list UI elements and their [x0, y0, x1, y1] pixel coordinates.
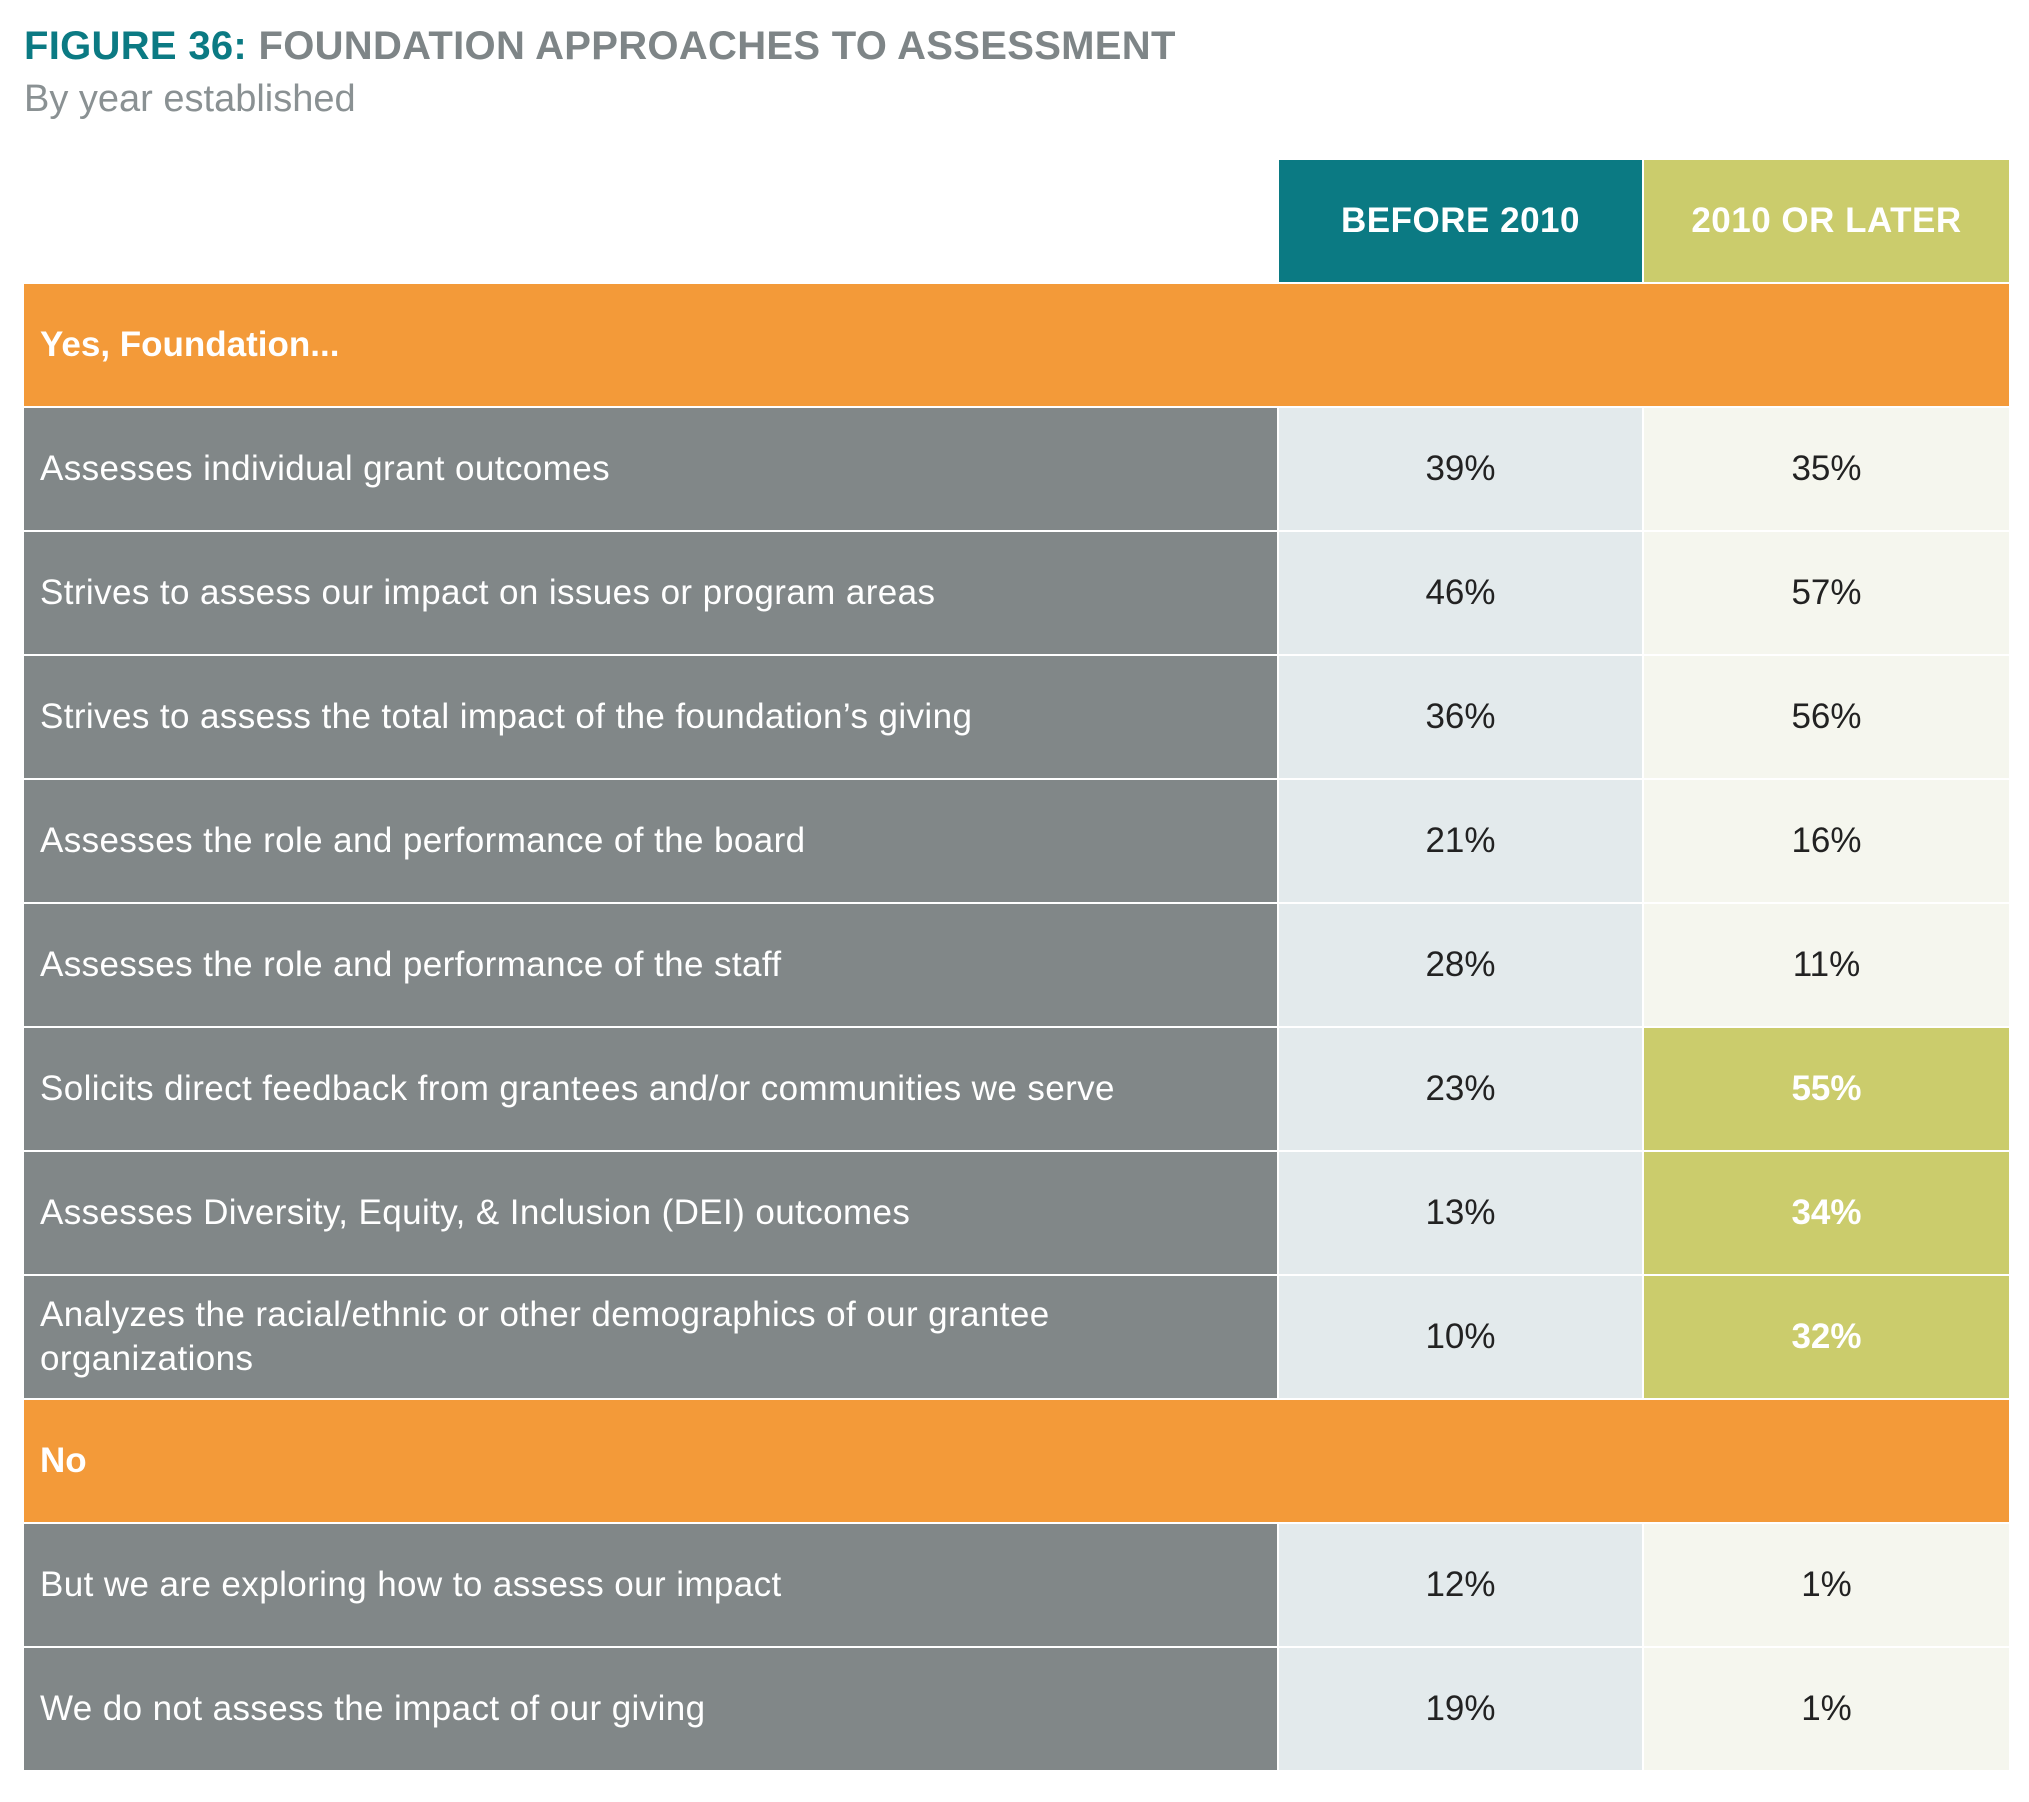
table-row: Strives to assess the total impact of th…	[24, 656, 2009, 780]
row-label: Assesses individual grant outcomes	[24, 408, 1279, 532]
value-before-2010: 13%	[1279, 1152, 1644, 1276]
value-2010-or-later: 32%	[1644, 1276, 2009, 1400]
row-label: Strives to assess the total impact of th…	[24, 656, 1279, 780]
row-label: Strives to assess our impact on issues o…	[24, 532, 1279, 656]
row-label: Assesses the role and performance of the…	[24, 780, 1279, 904]
value-before-2010: 21%	[1279, 780, 1644, 904]
value-2010-or-later: 56%	[1644, 656, 2009, 780]
table-row: We do not assess the impact of our givin…	[24, 1648, 2009, 1772]
row-label: Solicits direct feedback from grantees a…	[24, 1028, 1279, 1152]
value-2010-or-later: 35%	[1644, 408, 2009, 532]
value-before-2010: 23%	[1279, 1028, 1644, 1152]
figure-title: FIGURE 36: FOUNDATION APPROACHES TO ASSE…	[24, 24, 1176, 69]
table-row: But we are exploring how to assess our i…	[24, 1524, 2009, 1648]
assessment-table: BEFORE 2010 2010 OR LATER Yes, Foundatio…	[24, 160, 2009, 1772]
value-before-2010: 28%	[1279, 904, 1644, 1028]
value-2010-or-later: 1%	[1644, 1648, 2009, 1772]
row-label: Assesses the role and performance of the…	[24, 904, 1279, 1028]
figure-number: FIGURE 36:	[24, 24, 248, 68]
column-header-2010-or-later: 2010 OR LATER	[1644, 160, 2009, 284]
table-row: Solicits direct feedback from grantees a…	[24, 1028, 2009, 1152]
value-before-2010: 12%	[1279, 1524, 1644, 1648]
value-before-2010: 10%	[1279, 1276, 1644, 1400]
section-row: Yes, Foundation...	[24, 284, 2009, 408]
value-2010-or-later: 57%	[1644, 532, 2009, 656]
table-row: Assesses the role and performance of the…	[24, 780, 2009, 904]
table-row: Strives to assess our impact on issues o…	[24, 532, 2009, 656]
table-body: Yes, Foundation... Assesses individual gr…	[24, 284, 2009, 1772]
header-spacer	[24, 160, 1279, 284]
value-2010-or-later: 55%	[1644, 1028, 2009, 1152]
table-row: Assesses Diversity, Equity, & Inclusion …	[24, 1152, 2009, 1276]
row-label: Assesses Diversity, Equity, & Inclusion …	[24, 1152, 1279, 1276]
section-row: No	[24, 1400, 2009, 1524]
value-before-2010: 36%	[1279, 656, 1644, 780]
row-label: But we are exploring how to assess our i…	[24, 1524, 1279, 1648]
section-label: Yes, Foundation...	[24, 284, 2009, 408]
table-row: Assesses individual grant outcomes 39% 35%	[24, 408, 2009, 532]
section-label: No	[24, 1400, 2009, 1524]
row-label: We do not assess the impact of our givin…	[24, 1648, 1279, 1772]
value-2010-or-later: 16%	[1644, 780, 2009, 904]
table-header-row: BEFORE 2010 2010 OR LATER	[24, 160, 2009, 284]
figure-title-text: FOUNDATION APPROACHES TO ASSESSMENT	[258, 24, 1176, 68]
figure-subtitle: By year established	[24, 78, 356, 120]
value-before-2010: 39%	[1279, 408, 1644, 532]
value-2010-or-later: 34%	[1644, 1152, 2009, 1276]
row-label: Analyzes the racial/ethnic or other demo…	[24, 1276, 1279, 1400]
value-before-2010: 46%	[1279, 532, 1644, 656]
value-2010-or-later: 11%	[1644, 904, 2009, 1028]
value-before-2010: 19%	[1279, 1648, 1644, 1772]
table-row: Assesses the role and performance of the…	[24, 904, 2009, 1028]
column-header-before-2010: BEFORE 2010	[1279, 160, 1644, 284]
table-row: Analyzes the racial/ethnic or other demo…	[24, 1276, 2009, 1400]
value-2010-or-later: 1%	[1644, 1524, 2009, 1648]
